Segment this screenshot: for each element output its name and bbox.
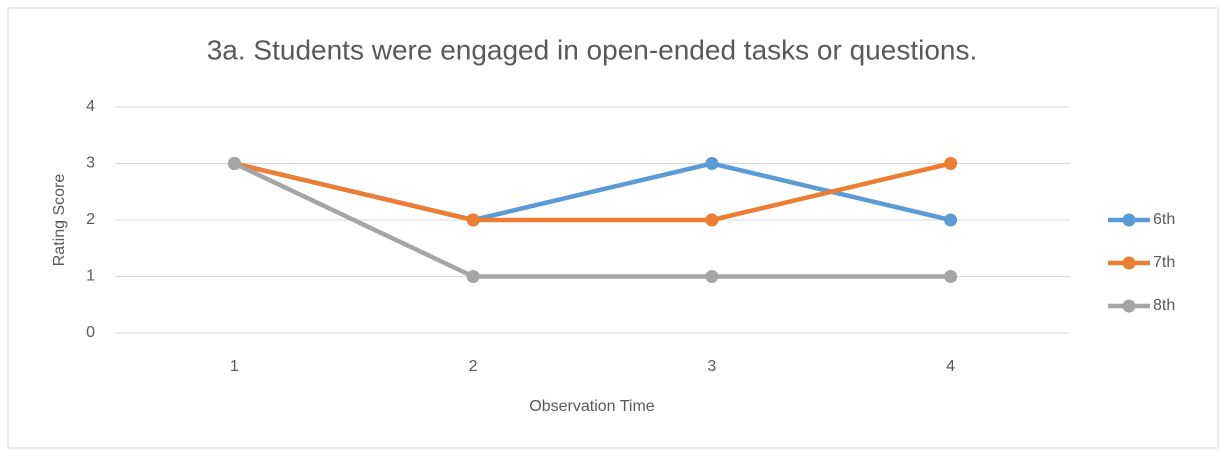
legend-marker — [1122, 299, 1136, 313]
x-axis-label: Observation Time — [529, 398, 654, 415]
data-point — [705, 270, 719, 283]
y-tick-label: 1 — [86, 268, 95, 285]
data-point — [227, 157, 241, 170]
chart-frame — [7, 7, 1219, 449]
y-tick-label: 0 — [86, 324, 95, 341]
x-tick-label: 1 — [230, 358, 239, 375]
series-line — [233, 161, 951, 279]
data-point — [466, 270, 480, 283]
legend-marker — [1122, 256, 1136, 270]
legend-label: 6th — [1153, 211, 1175, 228]
y-tick-label: 3 — [86, 155, 95, 172]
series-line — [233, 161, 952, 223]
y-axis-label: Rating Score — [51, 174, 68, 267]
legend-marker — [1122, 213, 1136, 227]
data-point — [705, 157, 719, 170]
y-tick-label: 2 — [86, 211, 95, 228]
chart-title: 3a. Students were engaged in open-ended … — [207, 34, 978, 65]
x-tick-label: 3 — [707, 358, 716, 375]
x-tick-label: 4 — [946, 358, 955, 375]
data-point — [944, 213, 958, 227]
y-tick-label: 4 — [86, 98, 95, 115]
data-point — [705, 213, 719, 227]
data-point — [466, 213, 480, 227]
legend-label: 8th — [1153, 297, 1175, 314]
legend-label: 7th — [1153, 254, 1175, 271]
data-point — [944, 157, 958, 170]
data-point — [944, 270, 958, 283]
x-tick-label: 2 — [469, 358, 478, 375]
